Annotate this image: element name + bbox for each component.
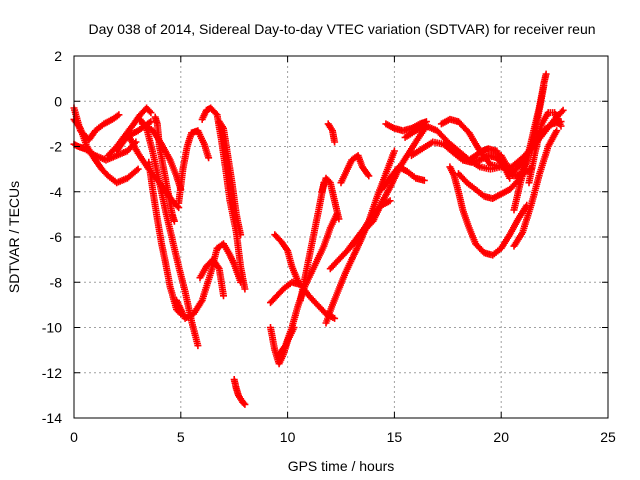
plus-markers	[324, 120, 339, 146]
plus-markers	[271, 231, 302, 286]
plus-markers	[497, 118, 565, 175]
plus-markers	[175, 127, 213, 207]
data-points	[70, 70, 567, 408]
grid-lines	[74, 56, 608, 418]
series-arc-13	[198, 104, 249, 293]
plus-markers	[510, 127, 561, 250]
plus-markers	[318, 174, 343, 223]
x-tick-label: 20	[493, 429, 509, 445]
y-tick-label: -6	[50, 229, 63, 245]
series-arc-08	[145, 158, 185, 318]
y-tick-label: -10	[42, 320, 62, 336]
x-tick-label: 15	[387, 429, 403, 445]
plus-markers	[136, 115, 202, 350]
series-arc-27	[348, 122, 430, 250]
series-arc-12	[175, 127, 213, 207]
plus-markers	[337, 152, 373, 187]
plus-markers	[215, 118, 245, 239]
plus-markers	[348, 122, 430, 250]
series-arc-32	[446, 163, 531, 259]
y-axis-label: SDTVAR / TECUs	[6, 181, 22, 293]
y-tick-label: -2	[50, 139, 63, 155]
series-arc-22	[318, 174, 343, 223]
series-arc-39	[497, 118, 565, 175]
series-arc-38	[510, 127, 561, 250]
axis-ticks: 0 5 10 15 20 25 -14 -12 -10 -8 -6 -4 -2 0 2	[42, 48, 616, 445]
series-arc-16	[230, 376, 249, 408]
plus-markers	[196, 256, 227, 300]
y-tick-label: 2	[54, 48, 62, 64]
y-tick-label: -8	[50, 274, 63, 290]
chart-title: Day 038 of 2014, Sidereal Day-to-day VTE…	[88, 21, 595, 37]
series-arc-25	[337, 152, 373, 187]
x-axis-label: GPS time / hours	[288, 458, 395, 474]
series-arc-15	[196, 256, 227, 300]
series-arc-20	[271, 231, 302, 286]
plus-markers	[151, 113, 178, 225]
x-tick-label: 0	[70, 429, 78, 445]
plus-markers	[382, 118, 430, 135]
series-arc-14	[215, 118, 245, 239]
plus-markers	[230, 376, 249, 408]
plus-markers	[198, 104, 249, 293]
series-arc-29	[382, 118, 430, 135]
series-arc-09	[136, 115, 202, 350]
x-tick-label: 25	[600, 429, 616, 445]
y-tick-label: 0	[54, 93, 62, 109]
y-tick-label: -12	[42, 365, 62, 381]
x-tick-label: 10	[280, 429, 296, 445]
series-arc-24	[324, 120, 339, 146]
y-tick-label: -4	[50, 184, 63, 200]
series-arc-28	[378, 163, 428, 193]
y-tick-label: -14	[42, 410, 62, 426]
plus-markers	[145, 158, 185, 318]
x-tick-label: 5	[177, 429, 185, 445]
series-arc-10	[151, 113, 178, 225]
plus-markers	[378, 163, 428, 193]
plus-markers	[446, 163, 531, 259]
